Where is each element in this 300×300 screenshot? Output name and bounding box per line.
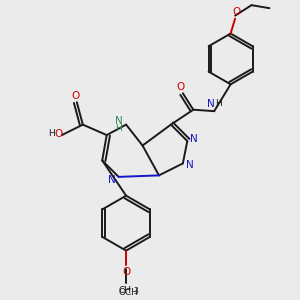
Text: H: H <box>115 124 122 133</box>
Text: N: N <box>185 160 193 170</box>
Text: H: H <box>48 129 55 138</box>
Text: O: O <box>176 82 184 92</box>
Text: N: N <box>190 134 198 144</box>
Text: CH: CH <box>118 286 131 295</box>
Text: N: N <box>207 99 215 109</box>
Text: 3: 3 <box>133 287 138 296</box>
Text: O: O <box>232 7 241 17</box>
Text: O: O <box>54 129 62 139</box>
Text: OCH: OCH <box>118 288 139 297</box>
Text: O: O <box>71 91 80 101</box>
Text: O: O <box>122 266 130 277</box>
Text: H: H <box>215 99 221 108</box>
Text: N: N <box>115 116 122 126</box>
Text: N: N <box>108 176 116 185</box>
